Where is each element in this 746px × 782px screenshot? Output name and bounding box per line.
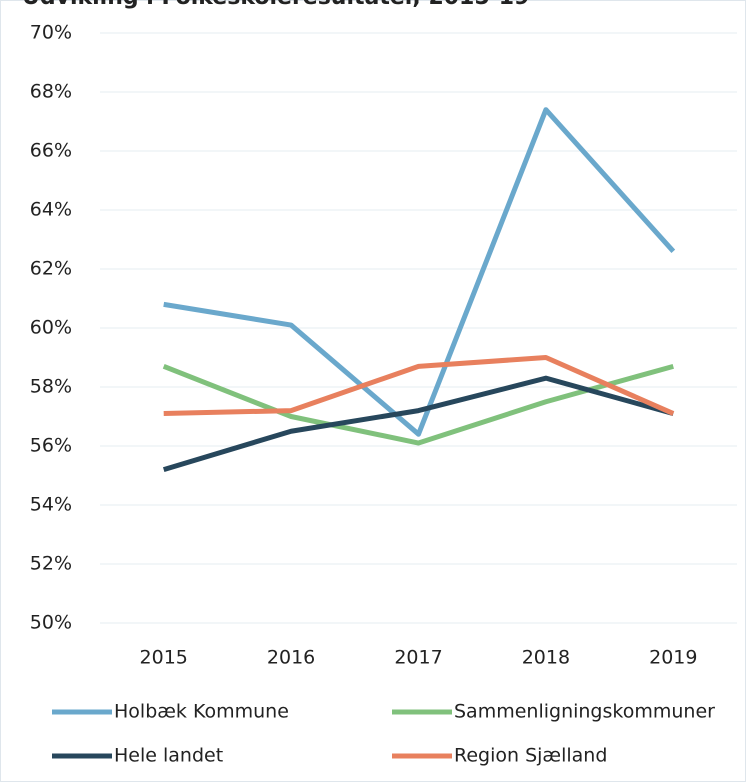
y-tick-label: 54% xyxy=(30,494,72,516)
x-tick-label: 2016 xyxy=(267,647,315,669)
y-tick-label: 58% xyxy=(30,376,72,398)
chart-title: Udvikling i Folkeskoleresultater, 2015-1… xyxy=(22,0,529,10)
y-tick-label: 68% xyxy=(30,81,72,103)
series-line xyxy=(163,355,675,417)
legend-label: Hele landet xyxy=(114,745,223,767)
y-tick-label: 66% xyxy=(30,140,72,162)
series-line xyxy=(163,107,676,437)
x-tick-label: 2018 xyxy=(522,647,570,669)
x-tick-label: 2019 xyxy=(649,647,697,669)
y-tick-label: 64% xyxy=(30,199,72,221)
y-tick-label: 60% xyxy=(30,317,72,339)
legend-label: Sammenligningskommuner xyxy=(454,701,715,723)
x-tick-label: 2015 xyxy=(140,647,188,669)
legend-label: Holbæk Kommune xyxy=(114,701,289,723)
x-tick-label: 2017 xyxy=(394,647,442,669)
y-tick-label: 70% xyxy=(30,22,72,44)
y-tick-label: 50% xyxy=(30,612,72,634)
y-tick-label: 62% xyxy=(30,258,72,280)
series-line xyxy=(162,375,674,472)
y-tick-label: 56% xyxy=(30,435,72,457)
legend-label: Region Sjælland xyxy=(454,745,607,767)
y-tick-label: 52% xyxy=(30,553,72,575)
